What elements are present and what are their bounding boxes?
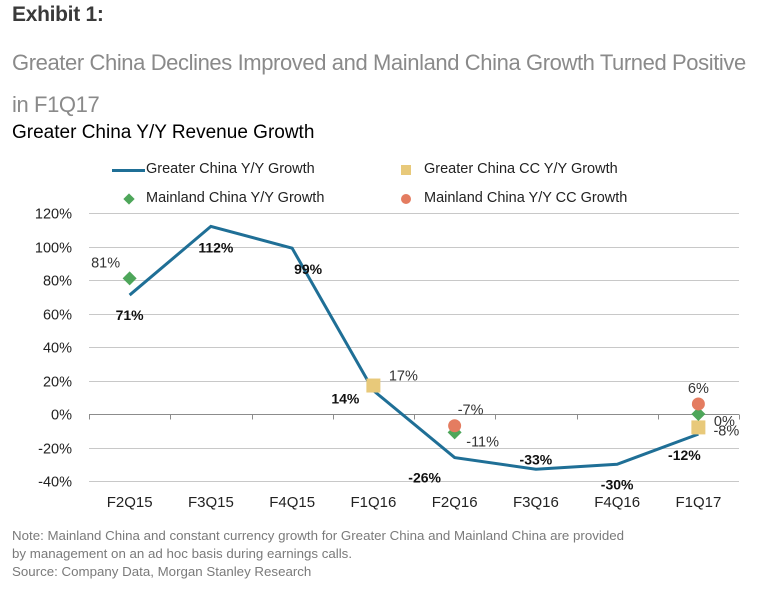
marker-diamond <box>691 407 706 421</box>
legend-label-mainland: Mainland China Y/Y Growth <box>146 190 325 206</box>
legend-label-mainland-cc: Mainland China Y/Y CC Growth <box>424 190 628 206</box>
data-label-circle: 6% <box>688 381 709 397</box>
legend-label-greater-china-cc: Greater China CC Y/Y Growth <box>424 161 618 177</box>
chart-note: Note: Mainland China and constant curren… <box>12 527 762 581</box>
data-label-square: -8% <box>713 423 739 439</box>
x-tick-label: F4Q16 <box>594 494 640 511</box>
data-label-diamond: 81% <box>91 255 120 271</box>
x-tick-label: F1Q16 <box>350 494 396 511</box>
y-tick-label: -40% <box>38 475 72 491</box>
marker-circle <box>448 419 462 433</box>
y-tick-label: 120% <box>35 207 72 223</box>
legend-circle-icon <box>401 194 411 204</box>
legend-line-icon <box>112 169 145 172</box>
x-tick-label: F3Q15 <box>188 494 234 511</box>
exhibit-subtitle: Greater China Declines Improved and Main… <box>12 50 746 117</box>
x-tick-label: F4Q15 <box>269 494 315 511</box>
x-tick-label: F1Q17 <box>675 494 721 511</box>
y-tick-label: 40% <box>43 341 72 357</box>
data-label-greater-china: -30% <box>601 476 634 492</box>
y-tick-label: 20% <box>43 375 72 391</box>
y-tick-label: 0% <box>51 408 72 424</box>
marker-circle <box>691 397 705 411</box>
data-label-greater-china: 112% <box>198 239 234 255</box>
legend-square-icon <box>401 165 411 175</box>
data-label-greater-china: -33% <box>520 451 553 467</box>
marker-diamond <box>122 271 137 286</box>
marker-square <box>691 420 706 435</box>
data-label-greater-china: 71% <box>116 307 145 323</box>
data-label-greater-china: -12% <box>668 447 701 463</box>
y-tick-label: 100% <box>35 241 72 257</box>
legend-label-greater-china: Greater China Y/Y Growth <box>146 161 315 177</box>
y-tick-label: 60% <box>43 308 72 324</box>
note-line-1: Note: Mainland China and constant curren… <box>12 528 625 543</box>
y-tick-label: -20% <box>38 442 72 458</box>
y-tick-label: 80% <box>43 274 72 290</box>
chart-title: Greater China Y/Y Revenue Growth <box>12 122 315 143</box>
marker-square <box>366 378 381 393</box>
x-tick-label: F2Q15 <box>107 494 153 511</box>
data-label-circle: -7% <box>458 403 484 419</box>
x-tick-label: F3Q16 <box>513 494 559 511</box>
x-tick-label: F2Q16 <box>432 494 478 511</box>
source-line: Source: Company Data, Morgan Stanley Res… <box>12 564 312 579</box>
series-line-greater-china <box>128 224 699 471</box>
data-label-greater-china: -26% <box>408 470 441 486</box>
data-label-diamond: -11% <box>466 434 499 450</box>
data-label-greater-china: 99% <box>294 261 323 277</box>
note-line-2: by management on an ad hoc basis during … <box>12 546 353 561</box>
data-label-square: 17% <box>389 369 418 385</box>
data-label-greater-china: 14% <box>331 391 360 407</box>
exhibit-label: Exhibit 1: <box>12 3 104 26</box>
data-label-diamond: 0% <box>714 414 735 430</box>
